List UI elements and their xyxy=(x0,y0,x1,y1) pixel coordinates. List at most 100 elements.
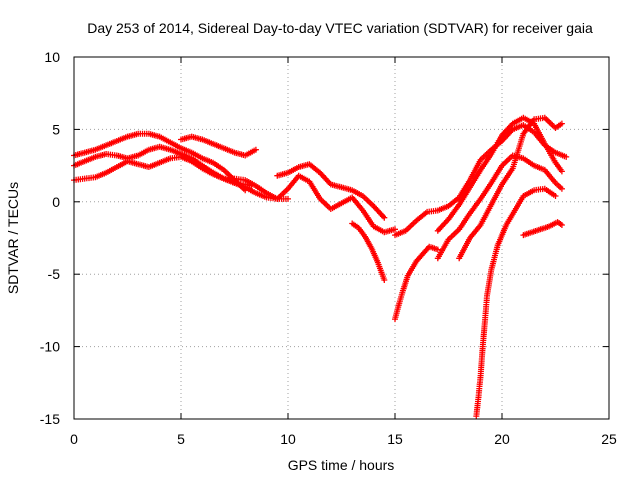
data-point xyxy=(409,260,419,272)
point-marker xyxy=(199,155,215,165)
data-point xyxy=(434,203,450,214)
point-marker xyxy=(413,252,425,265)
point-marker xyxy=(113,134,129,144)
point-marker xyxy=(178,134,193,143)
data-point xyxy=(477,203,494,228)
series-track-10 xyxy=(434,114,565,234)
data-point xyxy=(199,165,215,177)
data-point xyxy=(263,190,279,201)
point-marker xyxy=(494,223,509,249)
data-points xyxy=(71,114,570,420)
data-point xyxy=(552,159,564,173)
data-point xyxy=(541,114,557,130)
point-marker xyxy=(210,171,225,181)
data-point xyxy=(362,233,374,250)
point-marker xyxy=(167,146,183,157)
data-point xyxy=(252,190,268,200)
data-point xyxy=(156,133,172,145)
data-point xyxy=(317,195,333,211)
data-point xyxy=(92,143,108,153)
point-marker xyxy=(156,133,172,145)
point-marker xyxy=(242,177,258,188)
data-point xyxy=(349,220,360,230)
data-point xyxy=(392,226,398,233)
data-point xyxy=(359,207,376,228)
series-track-4 xyxy=(178,133,259,159)
series-track-12 xyxy=(456,114,565,262)
series-track-5 xyxy=(178,151,398,236)
point-marker xyxy=(456,178,472,201)
point-marker xyxy=(434,203,450,214)
point-marker xyxy=(81,154,97,165)
point-marker xyxy=(503,209,517,228)
data-point xyxy=(285,174,301,192)
data-point xyxy=(466,223,483,241)
data-point xyxy=(434,217,451,234)
point-marker xyxy=(349,220,360,230)
point-marker xyxy=(392,302,402,323)
data-point xyxy=(231,180,247,190)
point-marker xyxy=(434,217,451,234)
point-marker xyxy=(199,136,215,147)
data-point xyxy=(178,145,193,155)
y-tick-label: 0 xyxy=(52,194,60,210)
point-marker xyxy=(475,374,484,401)
data-point xyxy=(355,224,367,238)
point-marker xyxy=(477,203,494,228)
data-point xyxy=(156,156,172,166)
point-marker xyxy=(445,195,461,210)
point-marker xyxy=(488,183,504,208)
point-marker xyxy=(178,145,193,155)
data-point xyxy=(285,165,300,176)
point-marker xyxy=(546,219,559,230)
chart-title: Day 253 of 2014, Sidereal Day-to-day VTE… xyxy=(87,20,593,36)
data-point xyxy=(135,161,151,170)
data-point xyxy=(456,236,472,262)
point-marker xyxy=(359,193,376,208)
data-point xyxy=(167,139,183,151)
point-marker xyxy=(306,161,322,175)
point-marker xyxy=(456,212,472,233)
data-point xyxy=(558,120,565,127)
point-marker xyxy=(71,175,86,184)
point-marker xyxy=(552,121,564,131)
point-marker xyxy=(520,117,536,137)
y-tick-label: 5 xyxy=(52,121,60,137)
point-marker xyxy=(499,167,515,188)
data-point xyxy=(220,145,236,155)
point-marker xyxy=(362,233,374,250)
data-point xyxy=(359,193,376,208)
point-marker xyxy=(434,246,441,253)
point-marker xyxy=(156,156,172,166)
point-marker xyxy=(381,214,388,221)
point-marker xyxy=(558,222,565,228)
point-marker xyxy=(103,151,118,159)
point-marker xyxy=(252,190,268,200)
data-point xyxy=(503,209,517,228)
point-marker xyxy=(466,197,483,217)
point-marker xyxy=(381,277,388,283)
data-point xyxy=(113,134,129,144)
point-marker xyxy=(252,146,259,153)
point-marker xyxy=(479,321,488,350)
data-point xyxy=(488,164,504,186)
point-marker xyxy=(409,260,419,272)
data-point xyxy=(199,155,215,165)
point-marker xyxy=(520,155,536,168)
point-marker xyxy=(231,180,247,190)
data-point xyxy=(484,268,494,299)
data-point xyxy=(306,178,322,201)
point-marker xyxy=(368,245,381,264)
y-axis-label: SDTVAR / TECUs xyxy=(5,182,21,294)
data-point xyxy=(113,159,129,170)
point-marker xyxy=(466,168,483,191)
point-marker xyxy=(554,219,564,227)
data-point xyxy=(71,150,86,159)
data-point xyxy=(167,146,183,157)
point-marker xyxy=(531,162,546,173)
data-point xyxy=(499,153,515,169)
point-marker xyxy=(558,168,565,175)
x-tick-label: 5 xyxy=(177,431,185,447)
point-marker xyxy=(499,122,515,139)
point-marker xyxy=(92,143,108,153)
